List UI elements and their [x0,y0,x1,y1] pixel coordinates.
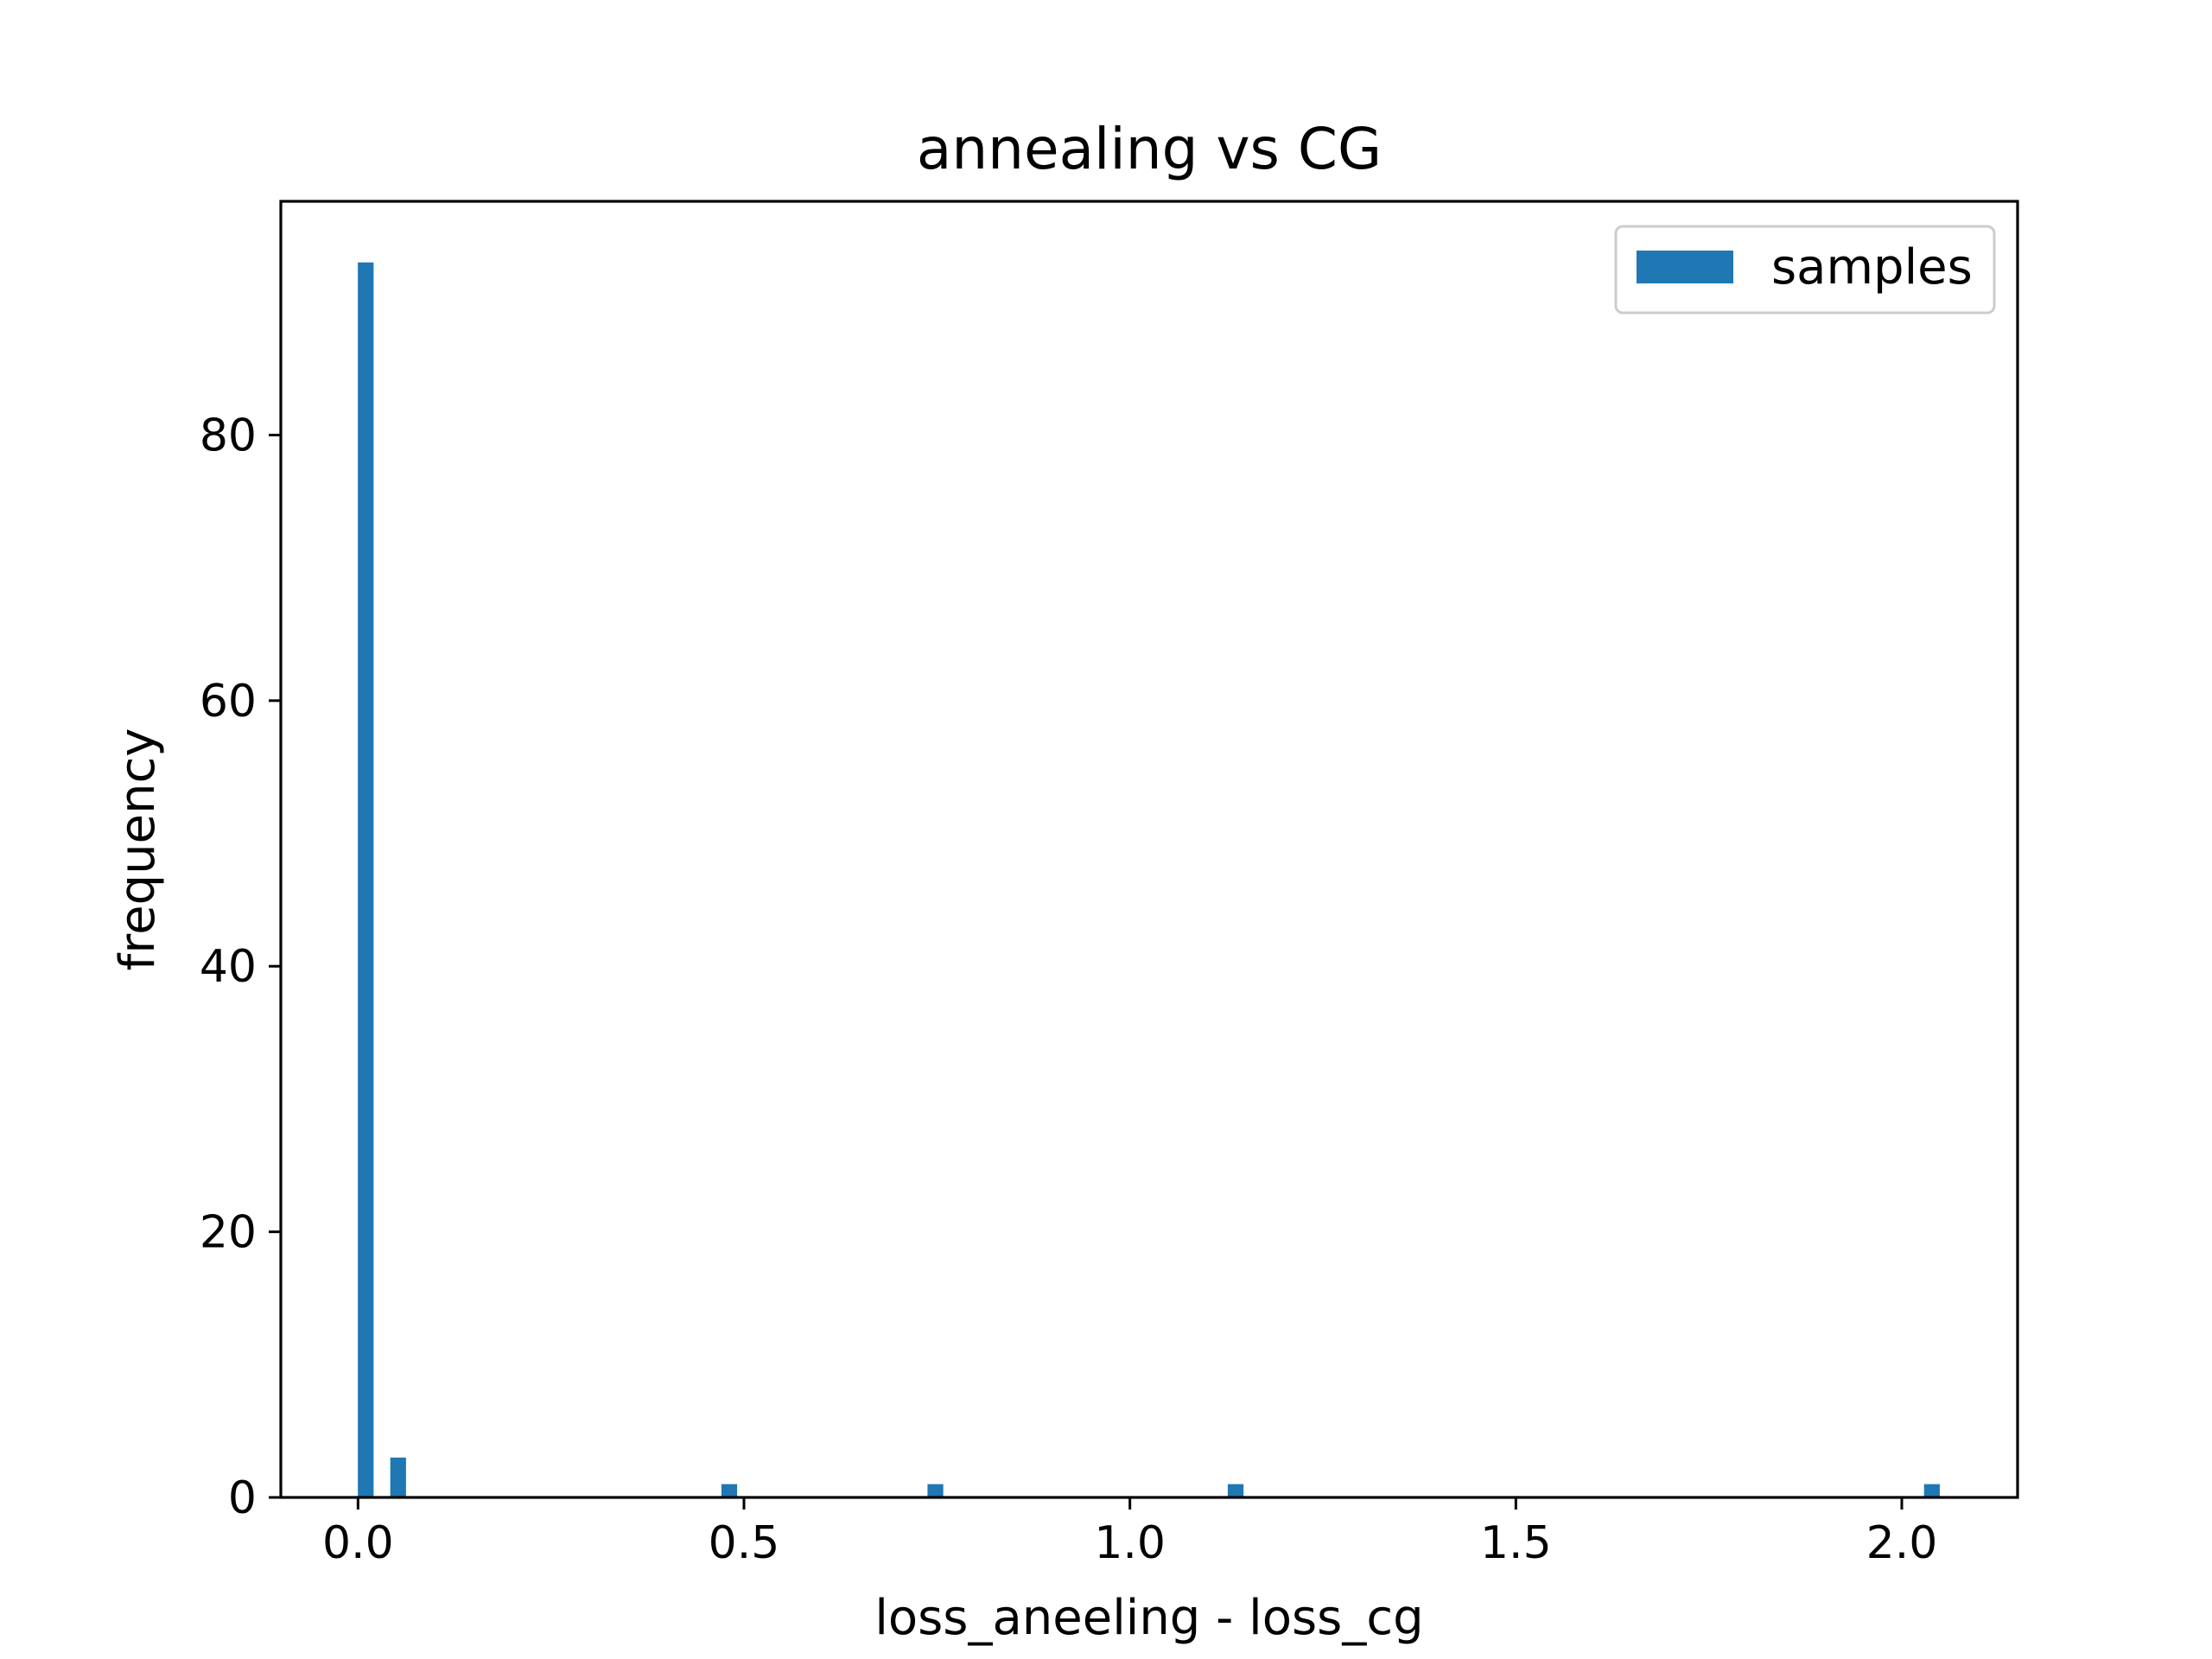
legend-box [1614,225,1996,315]
x-axis-label: loss_aneeling - loss_cg [874,1590,1423,1646]
histogram-bar-0 [358,262,374,1498]
histogram-bar-5 [1923,1484,1940,1497]
legend: samples [1614,225,1996,315]
histogram-bar-4 [1227,1484,1244,1497]
y-tick-label-3: 60 [200,676,257,728]
y-tick-label-2: 40 [200,941,257,993]
x-tick-label-4: 2.0 [1866,1517,1938,1569]
plot-frame [279,200,2019,1499]
x-tick-label-1: 0.5 [709,1517,780,1569]
histogram-bar-3 [927,1484,944,1497]
histogram-bar-2 [721,1484,738,1497]
y-tick-label-4: 80 [200,410,257,461]
x-tick-label-0: 0.0 [322,1517,394,1569]
chart-title: annealing vs CG [917,116,1382,182]
legend-label-samples: samples [1771,239,1973,296]
y-axis-label: frequency [110,728,166,971]
y-tick-label-0: 0 [228,1472,257,1524]
bars-group [358,262,1940,1498]
x-ticks-group: 0.0 0.5 1.0 1.5 2.0 [322,1497,1937,1569]
legend-swatch [1637,251,1733,283]
y-tick-label-1: 20 [200,1207,257,1259]
histogram-bar-1 [390,1457,406,1497]
x-tick-label-2: 1.0 [1094,1517,1166,1569]
x-tick-label-3: 1.5 [1480,1517,1552,1569]
y-ticks-group: 0 20 40 60 80 [200,410,281,1524]
